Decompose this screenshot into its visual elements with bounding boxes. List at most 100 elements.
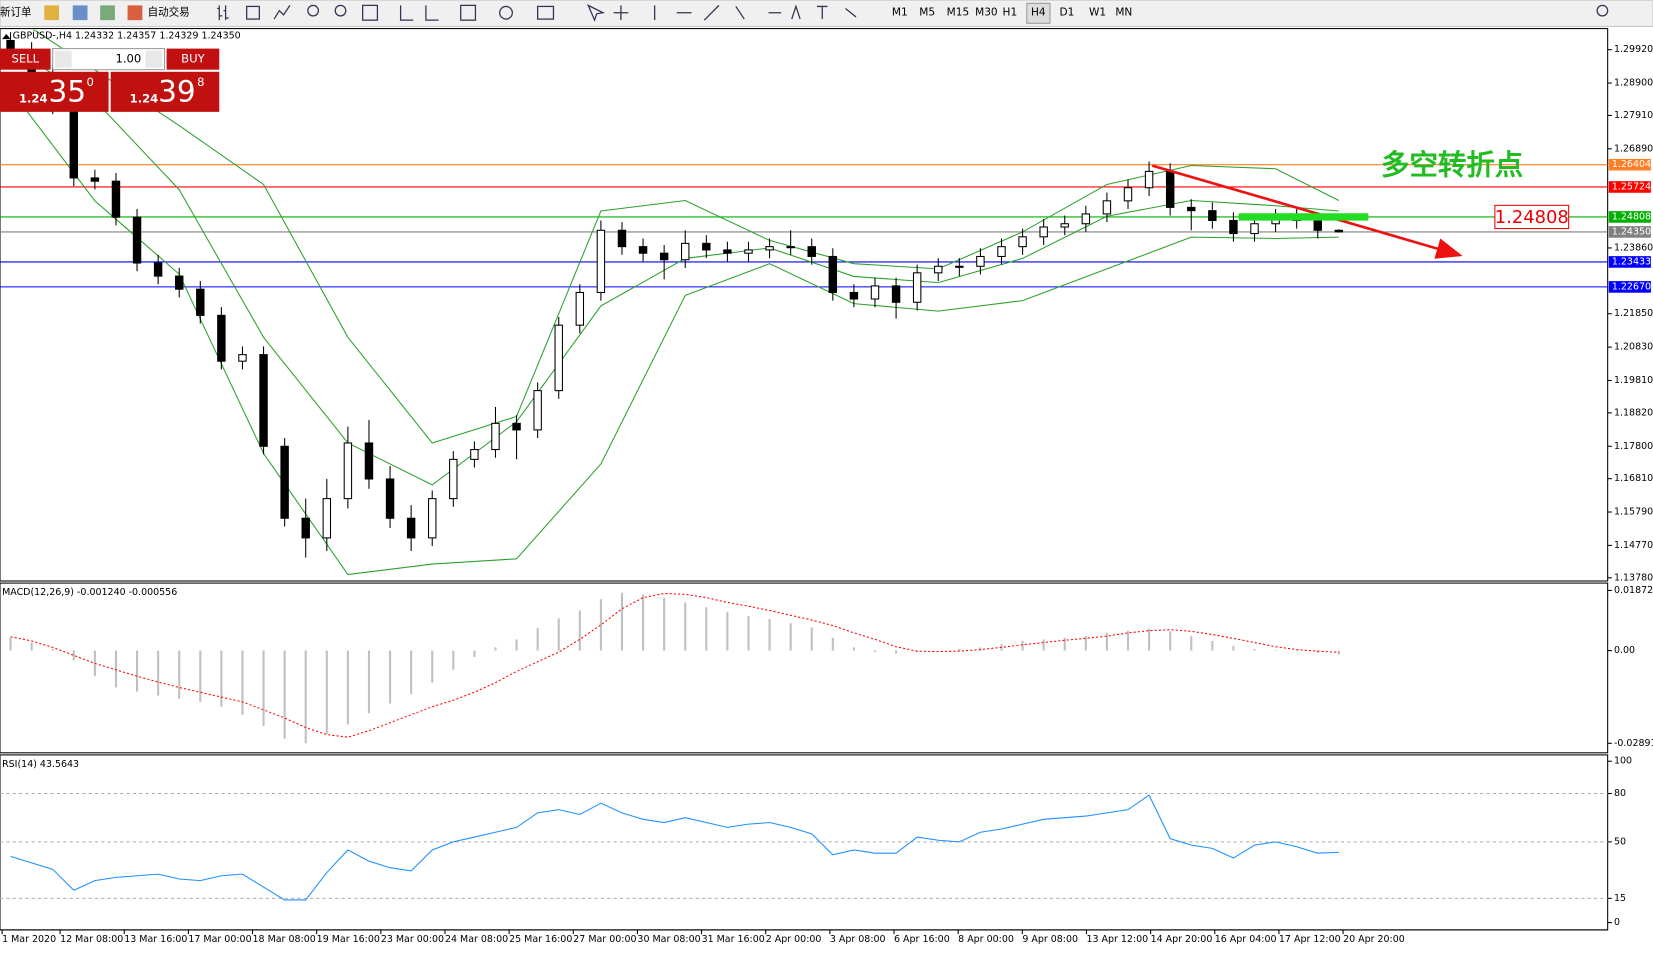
candle-body [955,265,964,268]
buy-button[interactable] [166,48,220,70]
candle-body [575,291,585,326]
price-tag [1608,211,1651,223]
icon[interactable] [44,5,60,21]
candle-body [744,249,753,254]
buy-label[interactable]: BUY [181,52,205,66]
chart-title: GBPUSD-,H4 1.24332 1.24357 1.24329 1.243… [13,30,241,41]
trend-arrow [1151,164,1463,259]
ask-point: 8 [197,75,204,89]
y-tick-label: 1.21850 [1614,308,1653,319]
candle-body [217,314,226,362]
lot-down[interactable] [54,50,72,68]
candle-body [1334,229,1344,233]
x-tick-label: 13 Mar 16:00 [124,934,187,945]
candle-body [596,229,606,293]
text-tools[interactable] [791,4,857,20]
bid-pips: 35 [48,74,86,108]
candle-body [617,229,627,248]
timeframe[interactable]: H1 [1003,7,1018,19]
timeframe[interactable]: M15 [947,7,970,19]
candle-body [912,272,922,303]
cursor[interactable] [586,4,606,22]
timeframe[interactable]: M5 [919,7,935,19]
candle-body [1165,170,1175,208]
sell-button[interactable] [0,48,51,70]
timeframe[interactable]: H4 [1031,7,1046,19]
y-tick-label: 1.14770 [1614,540,1653,551]
lot-box[interactable] [52,48,165,71]
x-tick-label: 23 Mar 00:00 [381,934,444,945]
y-tick-label: 1.19810 [1614,375,1653,386]
candle-body [301,517,310,539]
timeframe[interactable]: M30 [975,7,998,19]
ask-box[interactable] [110,71,220,112]
candle-body [238,354,247,362]
candle-body [259,354,268,447]
timeframe[interactable]: D1 [1059,7,1074,19]
templates[interactable] [537,5,555,20]
bar-tool[interactable] [217,5,229,21]
candle-body [659,252,669,261]
icon[interactable] [72,5,88,21]
lot-up[interactable] [145,50,163,68]
candle-body [1081,213,1091,225]
candle-body [1313,219,1322,231]
new-order[interactable]: 新订单 [0,6,32,19]
x-tick-label: 8 Apr 00:00 [958,934,1014,945]
zoom-out[interactable] [334,4,347,17]
timeframe[interactable]: MN [1115,7,1132,19]
candle-body [322,498,332,539]
y-tick-label: 1.28900 [1614,78,1653,89]
draw-tools[interactable] [613,4,782,21]
candle-body [1229,219,1238,235]
timeframe[interactable]: W1 [1089,7,1106,19]
y-tick-label: -0.028913 [1614,738,1653,749]
candle-body [1208,210,1217,221]
candle-body [976,255,985,267]
indicators[interactable] [460,4,477,21]
candle-body [385,478,395,519]
tile[interactable] [362,4,379,21]
line-tool[interactable] [273,5,291,20]
annotation: 多空转折点 [1381,149,1523,182]
candle-body [364,442,374,480]
candle-body [1060,223,1069,228]
timeframe[interactable]: M1 [892,7,908,19]
y-tick-label: 0.018721 [1614,585,1653,596]
candle-tool[interactable] [246,5,260,20]
price-tag [1608,226,1651,238]
scroll[interactable] [399,5,439,21]
icon[interactable] [127,5,143,21]
overlay: 1.24808 多空转折点 [1238,149,1570,230]
y-tick-label: 1.27910 [1614,110,1653,121]
candle-body [1250,223,1259,235]
zoom-in[interactable] [307,4,320,17]
candle-body [554,324,563,392]
candle-body [723,249,732,254]
x-tick-label: 1 Mar 2020 [2,934,56,945]
rsi-line [10,794,1339,901]
icon[interactable] [100,5,115,21]
x-tick-label: 24 Mar 08:00 [445,934,508,945]
auto-trade[interactable]: 自动交易 [148,6,190,19]
y-tick-label: 50 [1614,836,1626,847]
candle-body [533,390,542,431]
candle-body [934,265,943,274]
bid-box[interactable] [0,71,109,112]
x-tick-label: 6 Apr 16:00 [894,934,950,945]
y-tick-label: 1.20830 [1614,342,1653,353]
search[interactable] [1596,4,1609,17]
x-tick-label: 16 Apr 04:00 [1215,934,1277,945]
macd-signal [10,592,1339,738]
lot-value[interactable]: 1.00 [115,52,141,66]
active-timeframe[interactable] [1026,2,1051,24]
x-tick-label: 25 Mar 16:00 [509,934,572,945]
periods[interactable] [499,5,513,20]
ask-big: 1.24 [130,92,159,106]
sell-label[interactable]: SELL [12,52,40,66]
x-tick-label: 19 Mar 16:00 [317,934,380,945]
tool-icons [217,4,1609,22]
candle-body [870,285,880,300]
turn-label-box [1494,204,1570,230]
candle-body [69,105,79,179]
